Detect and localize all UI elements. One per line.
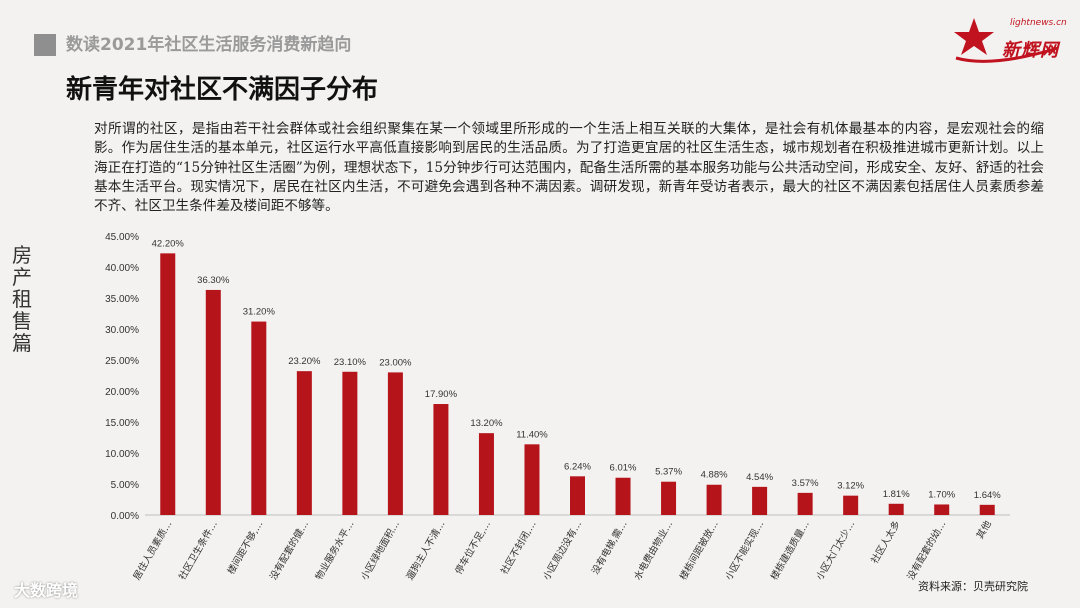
data-label: 23.20% [288,356,321,367]
data-label: 42.20% [152,238,185,249]
header-square-icon [34,34,56,56]
x-tick-label: 楼栋建造质量… [768,519,812,583]
bar [478,433,494,515]
bar [615,477,631,515]
bar [387,372,403,515]
x-tick-label: 小区大门太少… [814,519,858,583]
data-label: 1.70% [928,489,955,500]
bar [888,503,904,515]
x-tick-label: 社区卫生条件… [176,519,220,583]
bar [524,444,540,515]
bar [797,492,813,515]
x-tick-label: 没有配套的健… [267,519,311,583]
y-tick-label: 25.00% [105,356,139,367]
x-tick-label: 小区周边没有… [540,519,584,583]
bar [570,476,585,515]
data-label: 5.37% [655,467,682,478]
x-tick-label: 小区绿地面积… [358,519,402,583]
bar [205,289,221,515]
x-tick-label: 居住人员素质… [131,519,175,583]
source-note: 资料来源：贝壳研究院 [918,580,1028,593]
y-tick-label: 45.00% [105,232,139,243]
x-tick-label: 水电费由物业… [632,519,676,583]
section-title: 数读2021年社区生活服务消费新趋向 [66,35,352,55]
bar [706,484,722,515]
y-tick-label: 35.00% [105,294,139,305]
data-label: 23.10% [334,357,367,368]
side-label: 房产租售篇 [12,243,32,355]
x-tick-label: 没有电梯,需… [589,519,629,577]
x-tick-label: 遛狗主人不清… [404,519,448,583]
x-tick-label: 其他 [974,518,994,541]
bar [843,495,859,515]
data-label: 1.81% [883,489,910,500]
bar [752,486,768,515]
data-label: 31.20% [243,307,276,318]
y-tick-label: 10.00% [105,449,139,460]
data-label: 23.00% [379,357,412,368]
data-label: 36.30% [197,275,230,286]
bar [661,481,677,515]
bar [342,371,358,515]
x-tick-label: 楼间距不够,… [225,519,265,577]
data-label: 1.64% [974,490,1001,501]
y-tick-label: 20.00% [105,387,139,398]
data-label: 13.20% [470,418,503,429]
x-tick-label: 停车位不足,… [453,519,493,577]
data-label: 4.54% [746,472,773,483]
bar [934,504,950,515]
y-tick-label: 30.00% [105,325,139,336]
logo-name: 新辉网 [1002,40,1059,61]
data-label: 6.24% [564,461,591,472]
x-tick-label: 没有配套的幼… [905,519,949,583]
data-label: 17.90% [425,389,458,400]
data-label: 3.12% [837,481,864,492]
intro-paragraph: 对所谓的社区，是指由若干社会群体或社会组织聚集在某一个领域里所形成的一个生活上相… [94,121,1044,215]
bar [160,253,176,516]
star-logo-icon [954,18,1059,63]
x-tick-label: 社区不封闭,… [498,519,538,577]
x-tick-label: 小区不能实现… [723,519,767,583]
y-tick-label: 5.00% [111,480,139,491]
data-label: 6.01% [610,463,637,474]
bar [979,504,995,515]
bar [251,321,267,515]
x-tick-label: 楼栋间距被放… [677,519,721,583]
y-tick-label: 0.00% [111,511,139,522]
logo-url: lightnews.cn [1010,18,1067,28]
bar [433,404,449,515]
x-tick-label: 社区人太多 [869,519,903,566]
x-tick-label: 物业服务水平… [313,519,357,583]
y-tick-label: 40.00% [105,263,139,274]
bar [296,371,312,515]
y-tick-label: 15.00% [105,418,139,429]
data-label: 4.88% [701,470,728,481]
data-label: 3.57% [792,478,819,489]
page-title: 新青年对社区不满因子分布 [66,75,379,105]
watermark: 大数跨境 [14,581,79,600]
data-label: 11.40% [516,429,548,440]
